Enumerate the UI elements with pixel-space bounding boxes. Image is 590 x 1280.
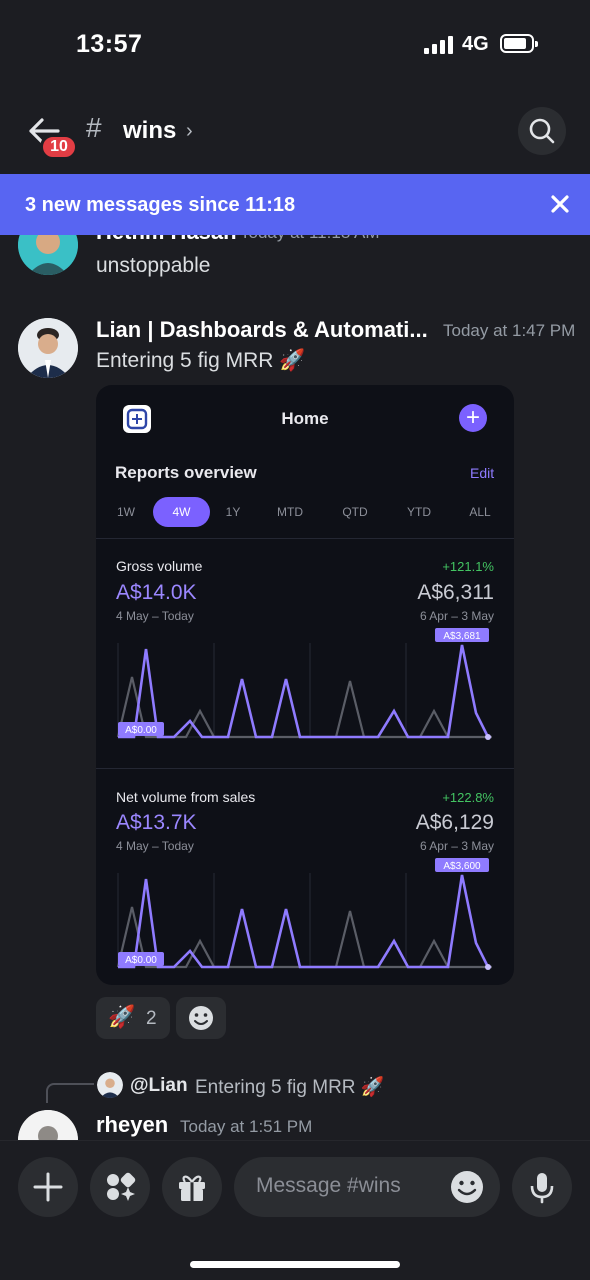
add-reaction-button[interactable] — [176, 997, 226, 1039]
tab-1y: 1Y — [225, 505, 241, 519]
net-volume-previous: A$6,129 — [415, 811, 494, 834]
search-icon — [529, 118, 555, 144]
gift-icon — [179, 1175, 205, 1201]
image-attachment[interactable]: Home + Reports overview Edit 1W 4W 1Y MT… — [96, 385, 514, 985]
close-icon[interactable] — [548, 192, 572, 216]
message-author[interactable]: Hethm Hasan — [96, 235, 237, 245]
chevron-right-icon[interactable]: › — [186, 120, 193, 142]
app-logo-icon — [123, 405, 151, 433]
gross-volume-value: A$14.0K — [116, 581, 197, 604]
gross-volume-chart: A$3,681 A$0.00 — [116, 628, 492, 740]
tab-1w: 1W — [117, 505, 135, 519]
net-volume-title: Net volume from sales — [116, 789, 256, 805]
avatar-image — [18, 235, 78, 275]
network-type: 4G — [462, 33, 489, 55]
net-volume-chart: A$3,600 A$0.00 — [116, 858, 492, 970]
gross-min-label: A$0.00 — [125, 725, 157, 736]
reply-preview[interactable]: Entering 5 fig MRR 🚀 — [195, 1077, 385, 1098]
gross-volume-range: 4 May – Today — [116, 609, 194, 623]
gross-volume-title: Gross volume — [116, 558, 203, 574]
message-list: Hethm Hasan Today at 11:18 AM unstoppabl… — [0, 235, 590, 1140]
message-placeholder: Message #wins — [256, 1174, 401, 1197]
message-text: unstoppable — [96, 254, 211, 277]
add-attachment-button[interactable] — [18, 1157, 78, 1217]
plus-icon — [33, 1172, 63, 1202]
avatar-image — [18, 318, 78, 378]
divider — [96, 768, 514, 769]
avatar-image — [18, 1110, 78, 1140]
edit-link: Edit — [470, 465, 495, 481]
reply-avatar-image — [97, 1072, 123, 1098]
battery-icon — [500, 34, 538, 53]
logo-mark — [126, 408, 148, 430]
reply-mention[interactable]: @Lian — [130, 1075, 188, 1096]
emoji-icon[interactable] — [450, 1170, 484, 1204]
message-timestamp: Today at 11:18 AM — [240, 235, 380, 243]
signal-icon — [424, 36, 454, 54]
tab-qtd: QTD — [342, 505, 368, 519]
search-button[interactable] — [518, 107, 566, 155]
tab-mtd: MTD — [277, 505, 303, 519]
gross-volume-prev-range: 6 Apr – 3 May — [419, 609, 494, 623]
rocket-icon: 🚀 — [108, 1004, 136, 1029]
composer: Message #wins — [0, 1140, 590, 1280]
status-bar: 13:57 4G — [0, 0, 590, 90]
message-text: Entering 5 fig MRR 🚀 — [96, 349, 306, 372]
add-icon: + — [459, 404, 487, 432]
net-min-label: A$0.00 — [125, 955, 157, 966]
channel-name[interactable]: wins — [123, 117, 177, 144]
voice-message-button[interactable] — [512, 1157, 572, 1217]
tab-4w: 4W — [153, 497, 210, 527]
apps-icon — [107, 1172, 136, 1201]
net-volume-value: A$13.7K — [116, 811, 197, 834]
hash-icon: # — [86, 112, 102, 143]
avatar[interactable] — [18, 318, 78, 378]
gross-max-label: A$3,681 — [443, 631, 481, 642]
microphone-icon — [530, 1173, 554, 1204]
card-title: Home — [281, 409, 329, 428]
net-max-label: A$3,600 — [443, 861, 481, 872]
message-timestamp: Today at 1:47 PM — [443, 321, 576, 340]
net-volume-range: 4 May – Today — [116, 839, 194, 853]
avatar[interactable] — [18, 235, 78, 275]
clock: 13:57 — [76, 30, 143, 58]
back-arrow-icon[interactable] — [26, 116, 62, 146]
channel-header: 10 # wins › — [0, 90, 590, 174]
reports-overview-title: Reports overview — [115, 463, 257, 482]
message-author[interactable]: rheyen — [96, 1112, 169, 1137]
home-indicator — [190, 1261, 400, 1268]
gross-volume-previous: A$6,311 — [417, 581, 494, 604]
net-volume-prev-range: 6 Apr – 3 May — [419, 839, 494, 853]
message-input[interactable]: Message #wins — [234, 1157, 500, 1217]
divider — [96, 538, 514, 539]
avatar[interactable] — [18, 1110, 78, 1140]
tab-all: ALL — [469, 505, 491, 519]
message-timestamp: Today at 1:51 PM — [180, 1117, 313, 1136]
message-author[interactable]: Lian | Dashboards & Automati... — [96, 317, 428, 342]
reply-connector — [46, 1083, 94, 1103]
net-volume-change: +122.8% — [442, 790, 494, 805]
reaction-count: 2 — [146, 1008, 157, 1029]
gift-button[interactable] — [162, 1157, 222, 1217]
unread-badge: 10 — [40, 134, 78, 160]
new-messages-banner[interactable]: 3 new messages since 11:18 — [0, 174, 590, 235]
reply-avatar — [97, 1072, 123, 1098]
range-tabs: 1W 4W 1Y MTD QTD YTD ALL — [96, 497, 514, 527]
banner-text: 3 new messages since 11:18 — [25, 194, 296, 216]
apps-button[interactable] — [90, 1157, 150, 1217]
emoji-add-icon — [189, 1006, 213, 1030]
reaction-rocket[interactable]: 🚀 2 — [96, 997, 170, 1039]
tab-ytd: YTD — [407, 505, 431, 519]
gross-volume-change: +121.1% — [442, 559, 494, 574]
